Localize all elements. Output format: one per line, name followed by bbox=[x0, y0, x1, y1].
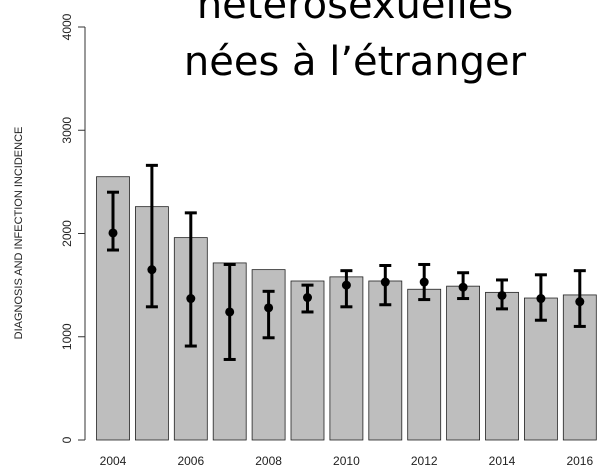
estimate-point bbox=[575, 297, 585, 307]
bar bbox=[368, 280, 403, 441]
chart-title: hétérosexuelles bbox=[197, 0, 513, 28]
estimate-point bbox=[419, 277, 429, 287]
estimate-point bbox=[225, 307, 235, 317]
x-tick-label: 2014 bbox=[489, 454, 516, 468]
x-tick-label: 2016 bbox=[566, 454, 593, 468]
estimate-point bbox=[186, 294, 196, 304]
y-tick-label: 4000 bbox=[60, 13, 74, 40]
estimate-point bbox=[497, 290, 507, 300]
y-tick-label: 3000 bbox=[60, 117, 74, 144]
bar bbox=[407, 288, 442, 441]
y-tick-label: 2000 bbox=[60, 220, 74, 247]
bar bbox=[446, 285, 481, 441]
y-axis-label: DIAGNOSIS AND INFECTION INCIDENCE bbox=[13, 127, 25, 340]
y-tick-label: 1000 bbox=[60, 323, 74, 350]
estimate-point bbox=[303, 293, 312, 303]
estimate-point bbox=[536, 294, 546, 304]
x-tick-label: 2012 bbox=[411, 454, 438, 468]
estimate-point bbox=[108, 228, 118, 238]
y-tick-label: 0 bbox=[60, 436, 74, 443]
chart-title: nées à l’étranger bbox=[184, 39, 527, 85]
estimate-point bbox=[264, 303, 274, 313]
estimate-point bbox=[458, 282, 468, 292]
x-tick-label: 2004 bbox=[100, 454, 127, 468]
x-tick-label: 2010 bbox=[333, 454, 360, 468]
bar bbox=[485, 291, 519, 441]
estimate-point bbox=[380, 277, 390, 287]
x-tick-label: 2008 bbox=[255, 454, 282, 468]
x-tick-label: 2006 bbox=[177, 454, 204, 468]
estimate-point bbox=[341, 280, 351, 290]
estimate-point bbox=[147, 265, 157, 275]
